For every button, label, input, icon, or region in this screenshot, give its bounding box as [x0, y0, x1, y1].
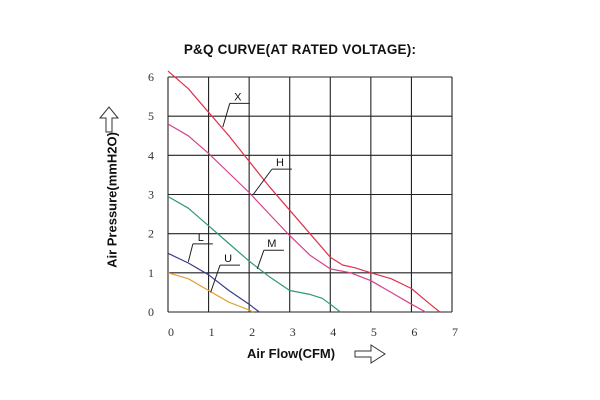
y-tick-label: 6 [148, 70, 154, 84]
x-axis-label: Air Flow(CFM) [247, 346, 336, 361]
leader-line [222, 103, 231, 128]
x-tick-label: 5 [371, 325, 377, 339]
chart-title: P&Q CURVE(AT RATED VOLTAGE): [183, 42, 417, 57]
x-tick-label: 6 [411, 325, 417, 339]
curve-l [167, 252, 260, 313]
y-tick-label: 5 [148, 109, 154, 123]
up-arrow-icon [98, 106, 120, 133]
curve-m [167, 195, 341, 313]
curve-label-m: M [267, 238, 276, 250]
x-tick-label: 2 [249, 325, 255, 339]
y-tick-label: 2 [148, 227, 154, 241]
curve-label-h: H [276, 157, 284, 169]
leader-line [210, 264, 221, 293]
curve-label-l: L [198, 232, 204, 244]
x-tick-label: 4 [330, 325, 336, 339]
x-tick-label: 1 [209, 325, 215, 339]
x-tick-label: 3 [290, 325, 296, 339]
curves [167, 70, 441, 313]
leader-line [252, 168, 273, 195]
leader-line [256, 250, 265, 270]
y-tick-label: 4 [148, 148, 154, 162]
curve-label-u: U [224, 253, 232, 265]
curve-u [167, 272, 254, 313]
tick-labels: 0 1 2 3 4 5 6 7 0 1 2 3 4 5 6 [148, 70, 458, 339]
curve-x [167, 70, 441, 313]
y-tick-label: 3 [148, 188, 154, 202]
curve-annotations: X H M L U [187, 91, 292, 293]
right-arrow-icon [354, 344, 386, 364]
curve-h [167, 123, 426, 313]
y-tick-label: 0 [148, 305, 154, 319]
x-tick-label: 0 [168, 325, 174, 339]
x-tick-label: 7 [452, 325, 458, 339]
curve-label-x: X [234, 91, 242, 103]
leader-line [187, 243, 194, 262]
y-tick-label: 1 [148, 266, 154, 280]
